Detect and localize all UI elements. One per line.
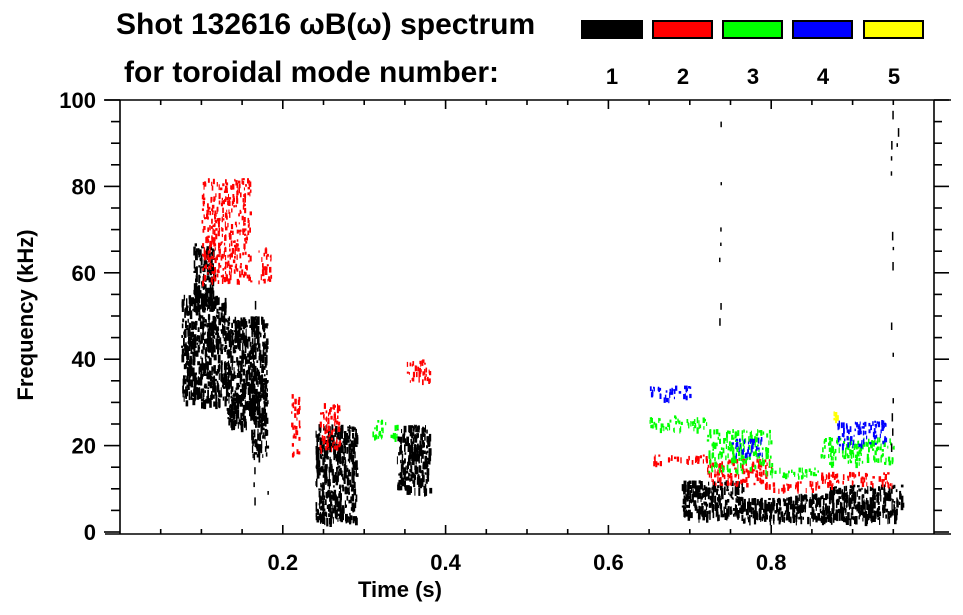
feature-mode-1 — [396, 424, 433, 497]
streaks-mode-1 — [253, 110, 900, 506]
legend-label-mode-3: 3 — [746, 64, 760, 89]
feature-mode-3 — [820, 437, 895, 469]
feature-mode-2 — [653, 454, 708, 468]
legend-label-mode-5: 5 — [887, 64, 901, 89]
x-axis-label: Time (s) — [358, 577, 442, 602]
chart-title: Shot 132616 ωB(ω) spectrum — [116, 8, 536, 41]
spectrogram-marks — [181, 110, 905, 527]
y-tick-label: 100 — [59, 88, 96, 113]
y-tick-label: 60 — [72, 261, 96, 286]
axes — [104, 99, 951, 535]
chart-subtitle: for toroidal mode number: — [124, 56, 499, 89]
feature-mode-3 — [372, 419, 399, 442]
feature-mode-1 — [181, 294, 229, 410]
feature-mode-3 — [706, 429, 774, 477]
feature-mode-4 — [649, 385, 692, 404]
feature-mode-1 — [681, 480, 745, 523]
feature-mode-3 — [771, 467, 819, 480]
y-tick-label: 20 — [72, 434, 96, 459]
legend-swatch-mode-2 — [652, 20, 713, 39]
legend-swatch-mode-1 — [581, 20, 643, 39]
feature-mode-1 — [828, 484, 905, 527]
feature-mode-2 — [406, 359, 432, 386]
x-tick-label: 0.4 — [430, 550, 461, 575]
x-tick-label: 0.6 — [593, 550, 624, 575]
y-tick-label: 80 — [72, 174, 96, 199]
feature-mode-2 — [772, 480, 821, 494]
legend-swatch-mode-4 — [792, 20, 853, 39]
feature-mode-5 — [833, 411, 839, 424]
x-tick-label: 0.8 — [756, 550, 787, 575]
feature-mode-3 — [649, 415, 708, 434]
legend-label-mode-4: 4 — [816, 64, 830, 89]
feature-mode-2 — [821, 471, 893, 490]
y-axis-label: Frequency (kHz) — [13, 229, 38, 400]
y-tick-label: 40 — [72, 347, 96, 372]
axis-labels: 0.2 0.4 0.6 0.8 0 20 40 60 80 100 Time (s) Frequenc… — [13, 88, 786, 602]
legend-swatch-mode-3 — [722, 20, 783, 39]
feature-mode-1 — [742, 497, 790, 526]
feature-mode-2 — [319, 403, 342, 454]
feature-mode-2 — [291, 394, 301, 458]
feature-mode-1 — [787, 493, 831, 527]
x-tick-label: 0.2 — [268, 550, 299, 575]
feature-mode-4 — [731, 437, 763, 459]
y-tick-label: 0 — [84, 520, 96, 545]
feature-mode-2 — [201, 178, 253, 287]
legend-label-mode-1: 1 — [605, 64, 619, 89]
feature-mode-4 — [837, 420, 888, 451]
legend-swatch-mode-5 — [863, 20, 924, 39]
feature-mode-2 — [258, 247, 273, 285]
legend-label-mode-2: 2 — [676, 64, 690, 89]
